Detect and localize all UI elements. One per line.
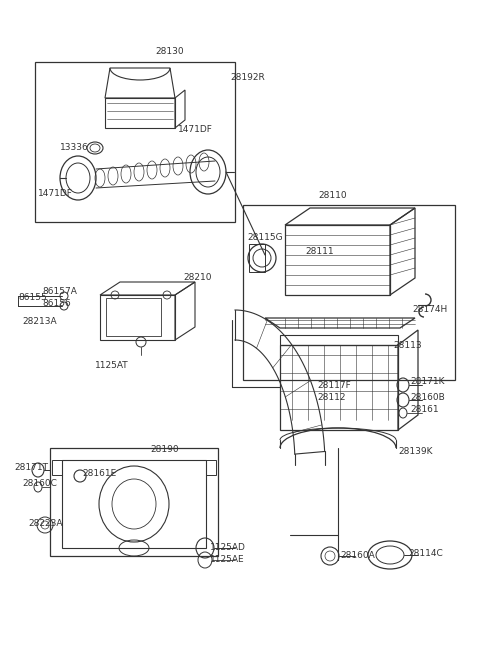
Text: 86157A: 86157A	[42, 287, 77, 295]
Text: 28114C: 28114C	[408, 548, 443, 558]
Text: 86155: 86155	[18, 293, 47, 302]
Bar	[35, 62, 235, 222]
Text: 28111: 28111	[305, 247, 334, 256]
Text: 28160A: 28160A	[340, 552, 375, 560]
Text: 28115G: 28115G	[247, 234, 283, 243]
Text: 28192R: 28192R	[230, 73, 265, 83]
Text: 28160C: 28160C	[22, 480, 57, 489]
Text: 28112: 28112	[317, 392, 346, 401]
Text: 28190: 28190	[150, 445, 179, 455]
Text: 1125AE: 1125AE	[210, 556, 245, 565]
Text: 1471DF: 1471DF	[38, 190, 73, 199]
Text: 86156: 86156	[42, 300, 71, 308]
Text: 28139K: 28139K	[398, 447, 432, 457]
Bar	[249, 244, 265, 272]
Text: 28171K: 28171K	[410, 377, 444, 386]
Text: 28160B: 28160B	[410, 392, 445, 401]
Text: 28161E: 28161E	[82, 470, 116, 478]
Text: 1125AT: 1125AT	[95, 361, 129, 369]
Text: 28174H: 28174H	[412, 306, 447, 314]
Bar	[243, 205, 455, 380]
Bar	[62, 460, 206, 548]
Text: 1125AD: 1125AD	[210, 544, 246, 552]
Text: 28213A: 28213A	[22, 318, 57, 327]
Text: 28110: 28110	[318, 190, 347, 199]
Text: 13336: 13336	[60, 144, 89, 152]
Text: 28130: 28130	[155, 47, 184, 56]
Bar	[106, 298, 161, 336]
Text: 28171T: 28171T	[14, 464, 48, 472]
Text: 28161: 28161	[410, 405, 439, 415]
Bar	[50, 448, 218, 556]
Text: 1471DF: 1471DF	[178, 125, 213, 134]
Text: 28117F: 28117F	[317, 380, 351, 390]
Text: 28113: 28113	[393, 340, 421, 350]
Text: 28223A: 28223A	[28, 518, 62, 527]
Text: 28210: 28210	[183, 274, 212, 283]
Bar	[280, 335, 398, 345]
